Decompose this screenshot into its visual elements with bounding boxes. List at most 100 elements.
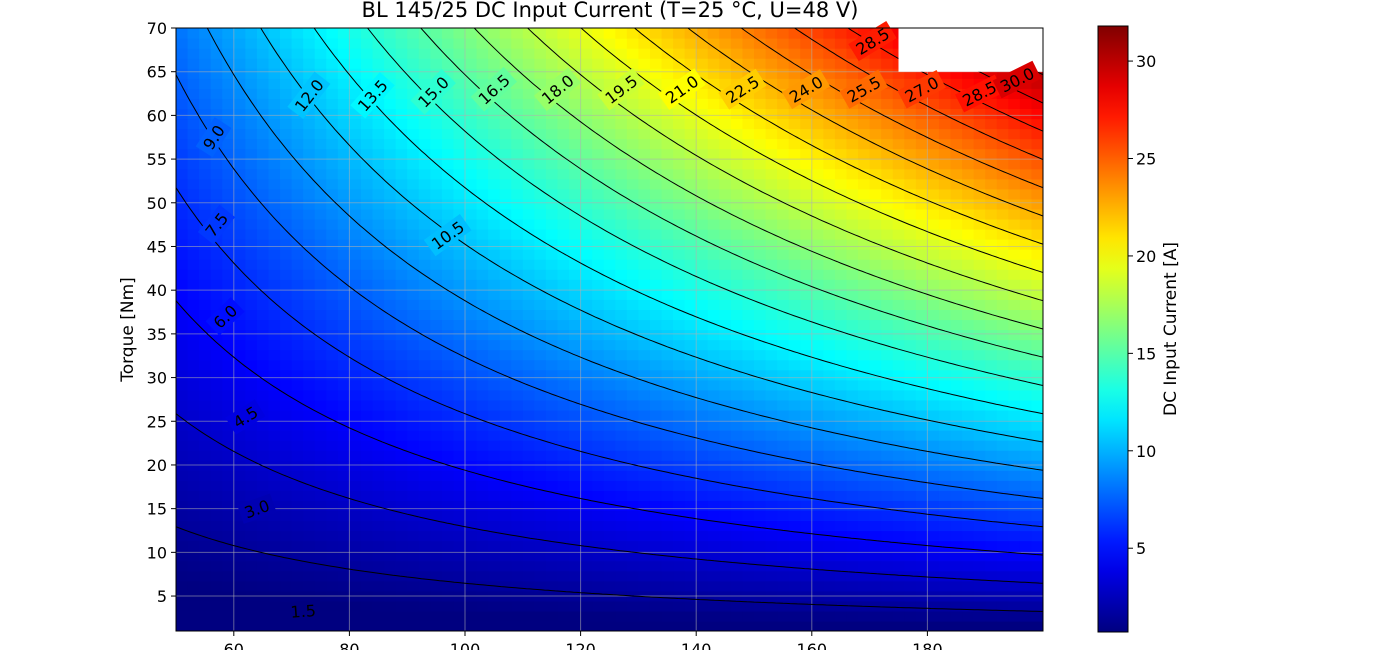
heat-cell	[1019, 339, 1033, 351]
heat-cell	[372, 389, 385, 401]
heat-cell	[938, 580, 952, 592]
heat-cell	[534, 98, 547, 109]
heat-cell	[245, 259, 258, 270]
heat-cell	[534, 520, 547, 532]
heat-cell	[649, 610, 663, 622]
heat-cell	[268, 570, 281, 582]
heat-cell	[950, 229, 963, 240]
heat-cell	[360, 168, 374, 180]
heat-cell	[684, 580, 697, 592]
heat-cell	[303, 530, 316, 542]
heat-cell	[233, 249, 246, 260]
heat-cell	[846, 299, 859, 310]
heat-cell	[985, 218, 998, 230]
heat-cell	[557, 319, 570, 331]
heat-cell	[222, 339, 235, 351]
heat-cell	[673, 229, 686, 240]
heat-cell	[303, 520, 316, 532]
heat-cell	[441, 269, 455, 280]
heat-cell	[349, 339, 362, 351]
heat-cell	[881, 279, 894, 290]
heat-cell	[892, 460, 905, 471]
heat-cell	[233, 218, 246, 230]
heat-cell	[696, 68, 709, 79]
heat-cell	[580, 450, 593, 461]
heat-cell	[858, 279, 871, 290]
heat-cell	[176, 510, 189, 522]
heat-cell	[337, 98, 350, 109]
heat-cell	[303, 550, 316, 562]
heat-cell	[684, 560, 697, 572]
heat-cell	[465, 500, 478, 511]
heat-cell	[696, 349, 709, 361]
heat-cell	[881, 78, 894, 89]
heat-cell	[511, 379, 524, 391]
heat-cell	[696, 379, 709, 391]
heat-cell	[441, 299, 455, 310]
heat-cell	[441, 58, 455, 69]
heat-cell	[395, 239, 408, 250]
heat-cell	[927, 168, 940, 180]
heat-cell	[846, 450, 859, 461]
heat-cell	[846, 198, 859, 210]
heat-cell	[511, 138, 524, 150]
heat-cell	[869, 188, 882, 200]
heat-cell	[788, 440, 801, 451]
heat-cell	[326, 490, 339, 501]
heat-cell	[904, 168, 917, 180]
heat-cell	[684, 138, 697, 150]
heat-cell	[823, 208, 836, 220]
heat-cell	[707, 560, 720, 572]
heat-cell	[326, 530, 339, 542]
heat-cell	[499, 600, 512, 612]
heat-cell	[707, 198, 720, 210]
heat-cell	[696, 399, 709, 411]
heat-cell	[465, 148, 478, 160]
heat-cell	[1008, 218, 1021, 230]
heat-cell	[280, 249, 293, 260]
heat-cell	[326, 510, 339, 522]
heat-cell	[557, 430, 570, 441]
heat-cell	[673, 239, 686, 250]
heat-cell	[649, 440, 663, 451]
y-tick-label: 50	[147, 194, 167, 213]
heat-cell	[545, 520, 559, 532]
heat-cell	[834, 118, 848, 130]
heat-cell	[985, 560, 998, 572]
heat-cell	[210, 38, 223, 49]
heat-cell	[569, 389, 582, 401]
heat-cell	[453, 379, 466, 391]
heat-cell	[996, 530, 1009, 542]
heat-cell	[187, 48, 200, 59]
heat-cell	[846, 309, 859, 321]
heat-cell	[522, 279, 535, 290]
heat-cell	[384, 610, 397, 622]
heat-cell	[372, 319, 385, 331]
heat-cell	[973, 520, 986, 532]
heat-cell	[707, 440, 720, 451]
heat-cell	[499, 319, 512, 331]
heat-cell	[638, 399, 651, 411]
heat-cell	[256, 118, 270, 130]
heat-cell	[626, 249, 639, 260]
heat-cell	[441, 108, 455, 120]
heat-cell	[950, 460, 963, 471]
heat-cell	[395, 178, 408, 190]
heat-cell	[488, 68, 501, 79]
heat-cell	[915, 490, 928, 501]
heat-cell	[488, 349, 501, 361]
heat-cell	[268, 450, 281, 461]
heat-cell	[245, 249, 258, 260]
heat-cell	[985, 399, 998, 411]
heat-cell	[996, 158, 1009, 170]
heat-cell	[522, 620, 535, 631]
contour-line	[740, 28, 1043, 189]
heat-cell	[453, 158, 466, 170]
heat-cell	[938, 540, 952, 552]
heat-cell	[210, 379, 223, 391]
heat-cell	[372, 620, 385, 631]
heat-cell	[811, 158, 824, 170]
heat-cell	[280, 259, 293, 270]
heat-cell	[511, 349, 524, 361]
heat-cell	[557, 148, 570, 160]
